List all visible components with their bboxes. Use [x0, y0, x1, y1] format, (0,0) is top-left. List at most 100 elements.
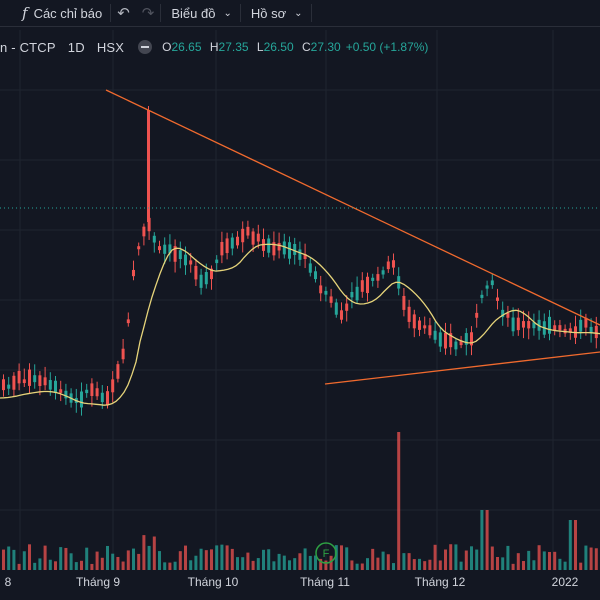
toolbar-divider	[110, 4, 112, 22]
interval-label[interactable]: 1D	[67, 39, 85, 55]
volume-bar	[90, 563, 94, 570]
volume-bar	[470, 546, 473, 570]
indicators-button[interactable]: f Các chỉ báo	[0, 0, 110, 26]
candle-body	[189, 260, 193, 265]
redo-icon[interactable]: ↷	[141, 5, 155, 22]
volume-bar	[511, 563, 515, 570]
volume-bar	[553, 551, 557, 570]
candle-body	[43, 377, 47, 386]
volume-bar	[402, 553, 406, 570]
volume-bar	[38, 558, 42, 570]
candle-body	[345, 303, 349, 311]
candle-body	[501, 309, 505, 318]
volume-bar	[225, 545, 229, 570]
volume-bar	[355, 563, 359, 570]
candle-body	[402, 295, 406, 310]
volume-bar	[137, 553, 141, 570]
candle-body	[449, 333, 453, 348]
hide-legend-icon[interactable]	[138, 40, 153, 54]
top-toolbar: f Các chỉ báo ↶ ↷ Biểu đồ ⌄ Hồ sơ ⌄	[0, 0, 600, 27]
candle-body	[329, 296, 333, 303]
profile-menu-button[interactable]: Hồ sơ ⌄	[241, 0, 311, 26]
volume-bar	[64, 547, 68, 570]
volume-bar	[168, 562, 172, 570]
candle-body	[532, 322, 536, 329]
candle-body	[256, 233, 260, 242]
candle-body	[522, 321, 525, 328]
candle-body	[584, 317, 588, 328]
undo-icon[interactable]: ↶	[117, 5, 130, 22]
candle-body	[199, 274, 203, 288]
candle-body	[12, 375, 16, 390]
candle-body	[178, 250, 182, 259]
candle-body	[142, 226, 146, 237]
volume-bar	[594, 548, 598, 570]
high-key: H	[209, 40, 219, 54]
candle-body	[277, 242, 281, 251]
volume-bar	[43, 545, 47, 570]
volume-bar	[22, 551, 26, 570]
volume-bar	[340, 545, 343, 570]
candle-body	[236, 236, 239, 246]
x-axis-label: 2022	[552, 575, 579, 589]
low-value: 26.50	[263, 40, 294, 54]
volume-bar	[111, 553, 115, 570]
candle-body	[158, 246, 161, 251]
moving-average-line	[0, 243, 600, 406]
volume-bar	[376, 557, 380, 570]
candle-body	[48, 380, 52, 390]
candle-body	[267, 238, 271, 253]
candle-body	[38, 375, 42, 386]
candle-body	[116, 364, 120, 379]
candle-body	[111, 379, 115, 393]
symbol-legend: n - CTCP 1D HSX O26.65 H27.35 L26.50 C27…	[0, 38, 428, 56]
volume-bar	[423, 561, 427, 570]
volume-bar	[262, 549, 265, 570]
candle-body	[568, 328, 572, 333]
toolbar-divider	[239, 4, 241, 22]
close-key: C	[301, 40, 311, 54]
volume-bar	[17, 563, 21, 570]
event-marker-label: F	[323, 548, 330, 560]
volume-bar	[574, 520, 577, 570]
candle-body	[428, 325, 432, 336]
support-trendline	[324, 351, 600, 385]
volume-bar	[589, 547, 593, 570]
volume-bar	[324, 560, 328, 570]
volume-bar	[319, 558, 323, 570]
candle-body	[54, 380, 57, 393]
candle-body	[423, 325, 427, 329]
volume-bar	[397, 432, 401, 570]
volume-bar	[501, 557, 505, 570]
candle-body	[470, 332, 473, 346]
symbol-name[interactable]: n - CTCP	[0, 39, 56, 55]
candle-body	[215, 259, 219, 264]
volume-bar	[350, 560, 354, 570]
chart-menu-button[interactable]: Biểu đồ ⌄	[161, 0, 239, 26]
event-marker-circle	[315, 542, 337, 564]
volume-bar	[449, 544, 453, 570]
volume-bar	[48, 559, 52, 570]
candle-body	[433, 330, 437, 340]
volume-bar	[158, 551, 161, 570]
volume-bar	[459, 561, 463, 570]
volume-bar	[204, 550, 208, 570]
candle-body	[459, 340, 463, 346]
volume-bar	[485, 510, 489, 570]
chevron-down-icon: ⌄	[294, 7, 303, 19]
candle-body	[184, 254, 187, 266]
volume-bar	[386, 554, 390, 570]
candle-body	[147, 110, 150, 222]
function-icon: f	[22, 4, 28, 22]
candle-body	[194, 265, 198, 280]
chart-menu-label: Biểu đồ	[171, 5, 216, 21]
volume-bar	[329, 555, 333, 570]
change-value: +0.50 (+1.87%)	[345, 40, 429, 54]
candle-body	[360, 280, 364, 292]
candle-body	[152, 235, 156, 243]
candle-body	[438, 332, 442, 347]
indicators-label: Các chỉ báo	[33, 5, 103, 21]
volume-bar	[236, 557, 239, 570]
volume-bar	[116, 556, 120, 570]
